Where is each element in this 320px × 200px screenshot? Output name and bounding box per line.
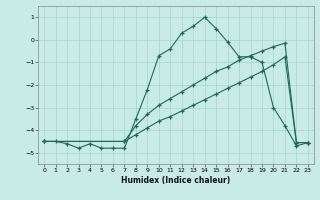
X-axis label: Humidex (Indice chaleur): Humidex (Indice chaleur) <box>121 176 231 185</box>
